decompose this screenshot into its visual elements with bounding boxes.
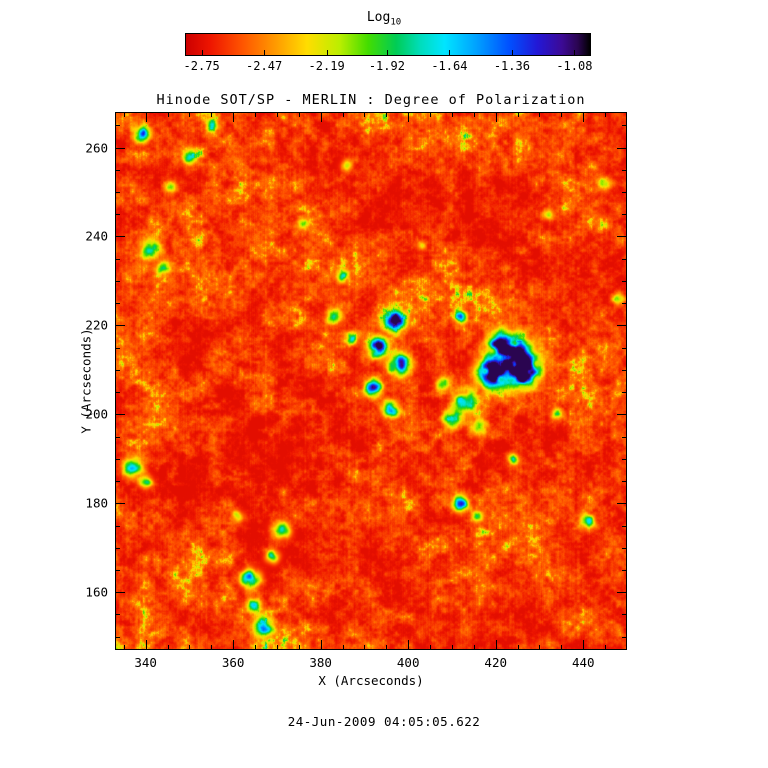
y-tick-label: 240 <box>85 228 108 244</box>
y-tick-label: 220 <box>85 317 108 333</box>
heatmap-canvas <box>115 112 627 650</box>
y-tick-label: 200 <box>85 406 108 422</box>
y-tick-label: 160 <box>85 584 108 600</box>
colorbar-tick-label: -1.64 <box>431 59 468 73</box>
colorbar-tick-label: -1.36 <box>493 59 530 73</box>
x-axis-label: X (Arcseconds) <box>318 673 424 688</box>
colorbar-title-main: Log <box>366 10 391 25</box>
colorbar-tick-label: -2.19 <box>308 59 345 73</box>
y-tick-label: 180 <box>85 495 108 511</box>
colorbar-tick-label: -1.08 <box>556 59 593 73</box>
x-tick-label: 340 <box>134 655 157 670</box>
x-tick-label: 420 <box>484 655 507 670</box>
y-tick-label: 260 <box>85 140 108 156</box>
x-tick-label: 400 <box>396 655 420 670</box>
colorbar-title-subscript: 10 <box>390 17 402 28</box>
chart-title: Hinode SOT/SP - MERLIN : Degree of Polar… <box>156 92 586 108</box>
x-tick-label: 440 <box>571 655 595 670</box>
colorbar-tick-label: -2.47 <box>246 59 283 73</box>
y-axis-label: Y (Arcseconds) <box>78 328 94 434</box>
x-tick-label: 380 <box>309 655 332 670</box>
x-tick-label: 360 <box>221 655 245 670</box>
colorbar-tick-label: -1.92 <box>368 59 405 73</box>
timestamp-caption: 24-Jun-2009 04:05:05.622 <box>287 714 481 729</box>
colorbar-gradient <box>185 33 591 56</box>
colorbar-tick-label: -2.75 <box>183 59 220 73</box>
colorbar-title: Log10 <box>0 10 768 28</box>
